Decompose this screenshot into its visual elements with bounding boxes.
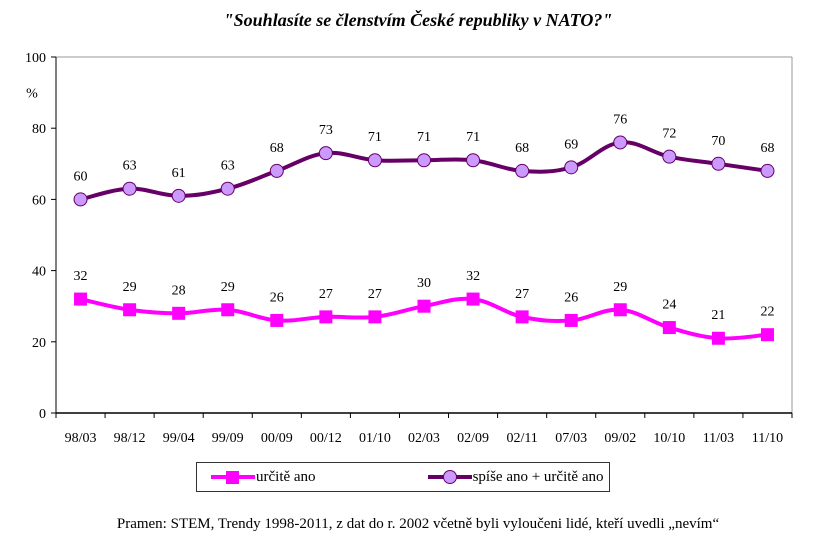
legend-label: spíše ano + určitě ano [472,468,604,485]
y-tick-label: 100 [25,51,46,66]
data-label: 28 [172,283,186,298]
data-label: 71 [466,130,480,145]
data-point-square [123,303,137,317]
x-tick-label: 98/03 [65,431,97,446]
data-point-circle [417,153,431,168]
data-point-square [711,331,725,345]
data-label: 24 [662,298,676,313]
y-tick-label: 40 [32,265,46,280]
x-tick-label: 02/09 [457,431,489,446]
chart-title: "Souhlasíte se členstvím České republiky… [223,10,613,30]
data-point-circle [122,181,137,196]
data-point-circle [171,188,186,203]
legend-item-urcite-ano: určitě ano [211,469,316,486]
x-tick-label: 00/09 [261,431,293,446]
data-point-square [74,292,88,306]
data-label: 30 [417,276,431,291]
data-point-circle [711,156,726,171]
x-tick-label: 11/03 [703,431,734,446]
x-tick-label: 09/02 [604,431,636,446]
data-label: 63 [221,159,235,174]
data-label: 72 [662,127,676,142]
data-label: 71 [417,130,431,145]
legend-item-spise-ano-urcite-ano: spíše ano + určitě ano [427,468,604,486]
data-label: 27 [319,287,333,302]
data-point-square [270,313,284,327]
data-label: 29 [613,280,627,295]
y-tick-label: 80 [32,122,46,137]
x-tick-label: 00/12 [310,431,342,446]
x-tick-label: 99/04 [163,431,195,446]
data-label: 32 [74,269,88,284]
x-tick-label: 02/11 [506,431,537,446]
markers [73,135,775,345]
data-label: 60 [74,169,88,184]
data-point-square [368,310,382,324]
data-label: 26 [270,290,284,305]
data-point-square [172,306,186,320]
data-point-square [319,310,333,324]
source-note: Pramen: STEM, Trendy 1998-2011, z dat do… [116,516,720,532]
data-point-square [221,303,235,317]
x-tick-label: 02/03 [408,431,440,446]
data-point-circle [269,163,284,178]
data-point-circle [564,160,579,175]
data-label: 69 [564,137,578,152]
data-label: 27 [368,287,382,302]
x-tick-label: 98/12 [114,431,146,446]
data-label: 61 [172,166,186,181]
data-label: 22 [760,305,774,320]
x-tick-label: 10/10 [653,431,685,446]
data-point-circle [466,153,481,168]
data-point-circle [220,181,235,196]
data-point-square [466,292,480,306]
data-point-square [515,310,529,324]
data-label: 29 [221,280,235,295]
data-label: 71 [368,130,382,145]
y-tick-label: 60 [32,193,46,208]
x-tick-label: 99/09 [212,431,244,446]
data-label: 29 [123,280,137,295]
data-label: 21 [711,308,725,323]
data-point-square [662,321,676,335]
data-label: 73 [319,123,333,138]
data-point-circle [73,192,88,207]
x-tick-label: 01/10 [359,431,391,446]
legend-marker-circle-icon [427,470,472,484]
data-label: 68 [270,141,284,156]
x-tick-label: 07/03 [555,431,587,446]
y-tick-label: 0 [39,407,46,422]
y-tick-label: 20 [32,336,46,351]
data-point-circle [760,163,775,178]
axes: 0 20 40 60 80 100% 98/03 98/12 99/04 99/09 00/09 00… [25,51,793,446]
data-label: 63 [123,159,137,174]
legend-label: určitě ano [256,468,316,485]
data-point-square [564,313,578,327]
data-label: 32 [466,269,480,284]
data-point-circle [367,153,382,168]
data-point-circle [662,149,677,164]
data-point-square [760,328,774,342]
data-point-circle [318,146,333,161]
y-axis-label: % [26,87,38,102]
data-label: 27 [515,287,529,302]
data-point-square [613,303,627,317]
data-label: 68 [760,141,774,156]
legend-marker-square-icon [211,471,255,484]
x-tick-label: 11/10 [752,431,783,446]
data-point-square [417,299,431,313]
data-label: 68 [515,141,529,156]
data-labels: 32 29 28 29 26 27 27 30 32 27 26 29 24 21 22 60 63 61 63 68… [74,112,775,323]
data-label: 76 [613,112,627,127]
data-label: 70 [711,134,725,149]
data-point-circle [515,163,530,178]
data-label: 26 [564,290,578,305]
legend: určitě ano spíše ano + určitě ano [196,462,610,492]
data-point-circle [613,135,628,150]
